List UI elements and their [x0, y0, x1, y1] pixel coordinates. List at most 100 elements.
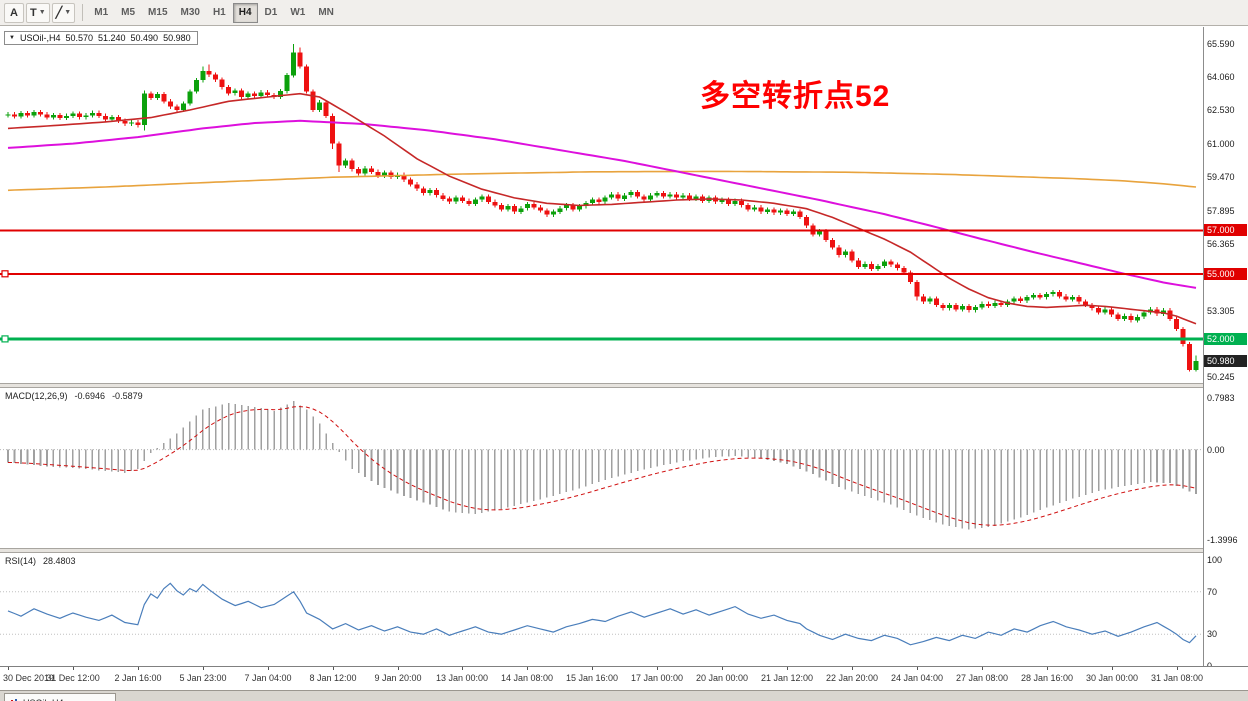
toolbar-separator	[82, 4, 84, 21]
horizontal-line-52000-handle[interactable]	[1, 335, 9, 343]
chevron-down-icon: ▼	[38, 9, 46, 16]
timeframe-button-h4[interactable]: H4	[232, 2, 258, 23]
time-axis-tick	[138, 667, 139, 670]
time-axis-tick	[1177, 667, 1178, 670]
time-axis-tick	[982, 667, 983, 670]
ohlc-high: 51.240	[98, 33, 126, 43]
horizontal-line-55000-handle[interactable]	[1, 270, 9, 278]
time-axis-label: 14 Jan 08:00	[500, 673, 554, 683]
time-axis-label: 30 Dec 2019	[3, 673, 55, 683]
time-axis-tick	[1112, 667, 1113, 670]
price-axis-label: 59.470	[1207, 171, 1235, 182]
symbol-name: USOil-,H4	[19, 33, 61, 43]
time-axis-label: 27 Jan 08:00	[955, 673, 1009, 683]
rsi-axis-label: 100	[1207, 555, 1223, 565]
ma-slow-orange	[7, 170, 1197, 192]
timeframe-button-mn[interactable]: MN	[318, 7, 334, 18]
rsi-label: RSI(14) 28.4803	[5, 556, 76, 566]
time-axis-tick	[917, 667, 918, 670]
time-axis-label: 21 Jan 12:00	[760, 673, 814, 683]
time-axis-tick	[657, 667, 658, 670]
price-axis-label: 50.245	[1207, 372, 1235, 382]
rsi-name: RSI(14)	[5, 556, 37, 566]
symbol-info-box: ▼ USOil-,H4 50.570 51.240 50.490 50.980	[4, 31, 198, 45]
time-axis-label: 24 Jan 04:00	[890, 673, 944, 683]
price-axis-label: 53.305	[1207, 305, 1235, 316]
rsi-value: 28.4803	[43, 556, 76, 566]
time-axis-tick	[203, 667, 204, 670]
time-axis-tick	[333, 667, 334, 670]
timeframe-button-m1[interactable]: M1	[94, 7, 109, 18]
time-axis-tick	[722, 667, 723, 670]
time-axis-label: 15 Jan 16:00	[565, 673, 619, 683]
price-chart-panel[interactable]: ▼ USOil-,H4 50.570 51.240 50.490 50.980 …	[0, 27, 1248, 383]
tool-button-group: A T ▼ ╱ ▼	[4, 2, 77, 23]
macd-label: MACD(12,26,9) -0.6946 -0.5879	[5, 391, 143, 401]
time-axis[interactable]: 30 Dec 2019 31 Dec 12:00 2 Jan 16:00 5 Jan …	[0, 666, 1248, 690]
macd-value-2: -0.5879	[112, 391, 143, 401]
price-axis[interactable]: 65.590 64.060 62.530 61.000 59.470 57.895 56.3…	[1204, 27, 1248, 690]
price-chart-canvas[interactable]	[0, 27, 1203, 383]
chart-tab-usoil[interactable]: USOil-,H4	[4, 693, 116, 701]
time-axis-tick	[852, 667, 853, 670]
chinese-annotation-text[interactable]: 多空转折点52	[700, 80, 891, 113]
current-price-badge: 50.980	[1204, 355, 1247, 368]
timeframe-button-m5[interactable]: M5	[121, 7, 136, 18]
price-axis-label: 57.895	[1207, 205, 1235, 216]
price-level-badge-55000: 55.000	[1204, 267, 1247, 280]
price-axis-label: 61.000	[1207, 138, 1235, 149]
price-level-badge-52000: 52.000	[1204, 332, 1247, 345]
price-axis-label: 56.365	[1207, 239, 1235, 250]
rsi-canvas[interactable]	[0, 553, 1203, 666]
ma-fast-red	[7, 92, 1197, 325]
rsi-axis-label: 70	[1207, 586, 1218, 597]
price-level-badge-57000: 57.000	[1204, 224, 1247, 237]
macd-canvas[interactable]	[0, 388, 1203, 548]
macd-axis-label: 0.7983	[1207, 393, 1235, 403]
chevron-down-icon: ▼	[64, 9, 72, 16]
timeframe-button-m30[interactable]: M30	[180, 7, 200, 18]
panel-splitter[interactable]	[0, 548, 1248, 553]
price-axis-label: 65.590	[1207, 39, 1235, 49]
chart-tab-label: USOil-,H4	[23, 698, 64, 701]
ohlc-open: 50.570	[65, 33, 93, 43]
macd-indicator-panel[interactable]: MACD(12,26,9) -0.6946 -0.5879	[0, 388, 1248, 548]
time-axis-tick	[8, 667, 9, 670]
macd-signal-line	[7, 406, 1197, 526]
panel-splitter[interactable]	[0, 383, 1248, 388]
time-axis-label: 20 Jan 00:00	[695, 673, 749, 683]
timeframe-button-h1[interactable]: H1	[212, 7, 226, 18]
charts-bar: USOil-,H4	[0, 690, 1248, 701]
annotations-tool-button[interactable]: A	[4, 2, 24, 23]
macd-histogram	[7, 401, 1197, 530]
time-axis-label: 28 Jan 16:00	[1020, 673, 1074, 683]
timeframe-button-d1[interactable]: D1	[264, 7, 278, 18]
time-axis-label: 30 Jan 00:00	[1085, 673, 1139, 683]
collapse-triangle-icon[interactable]: ▼	[9, 35, 15, 41]
text-tool-button[interactable]: T ▼	[26, 2, 50, 23]
price-axis-label: 64.060	[1207, 72, 1235, 83]
time-axis-label: 7 Jan 04:00	[244, 673, 292, 683]
rsi-indicator-panel[interactable]: RSI(14) 28.4803	[0, 553, 1248, 666]
time-axis-tick	[462, 667, 463, 670]
objects-tool-button[interactable]: ╱ ▼	[51, 2, 76, 23]
timeframe-button-w1[interactable]: W1	[290, 7, 306, 18]
time-axis-label: 13 Jan 00:00	[435, 673, 489, 683]
timeframe-button-group: M1 M5 M15 M30 H1 H4 D1 W1 MN	[88, 2, 341, 23]
time-axis-tick	[268, 667, 269, 670]
rsi-axis-label: 30	[1207, 629, 1218, 640]
timeframe-button-m15[interactable]: M15	[148, 7, 168, 18]
ohlc-close: 50.980	[163, 33, 191, 43]
time-axis-label: 31 Jan 08:00	[1150, 673, 1204, 683]
macd-axis-label: -1.3996	[1207, 535, 1238, 545]
price-axis-label: 62.530	[1207, 105, 1235, 116]
rsi-line	[7, 582, 1197, 646]
time-axis-label: 2 Jan 16:00	[114, 673, 162, 683]
candlesticks	[5, 44, 1199, 372]
time-axis-label: 8 Jan 12:00	[309, 673, 357, 683]
axis-separator-line	[1203, 27, 1204, 690]
time-axis-tick	[787, 667, 788, 670]
toolbar: A T ▼ ╱ ▼ M1 M5 M15 M30 H1 H4 D1 W1 MN	[0, 0, 1248, 26]
time-axis-tick	[592, 667, 593, 670]
